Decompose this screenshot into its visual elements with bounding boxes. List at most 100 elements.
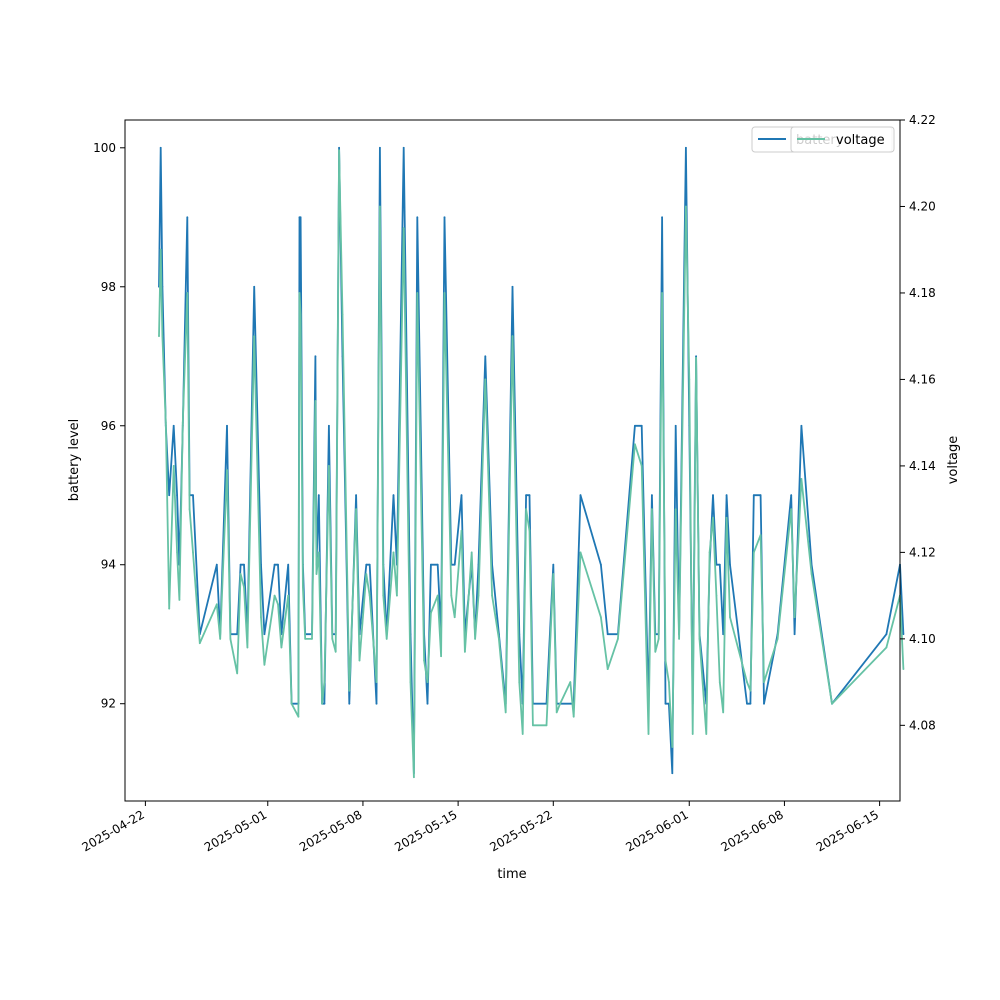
data-point-battery: [338, 146, 340, 149]
data-point-voltage: [368, 594, 371, 597]
data-point-voltage: [477, 594, 480, 597]
data-point-battery: [239, 563, 242, 566]
data-point-battery: [317, 494, 320, 497]
data-point-voltage: [409, 681, 412, 683]
data-point-voltage: [651, 508, 653, 510]
data-point-voltage: [708, 551, 711, 554]
series-layer: [158, 146, 905, 779]
y-axis-left-label: battery level: [67, 419, 82, 502]
data-point-voltage: [219, 638, 222, 640]
x-tick-label: 2025-05-08: [297, 807, 364, 854]
data-point-voltage: [545, 724, 548, 727]
data-point-battery: [176, 494, 179, 497]
data-point-voltage: [402, 227, 405, 230]
data-point-voltage: [460, 529, 463, 532]
data-point-battery: [215, 563, 218, 566]
data-point-voltage: [532, 724, 534, 727]
data-point-voltage: [579, 551, 582, 554]
data-point-battery: [484, 355, 487, 358]
data-point-battery: [460, 494, 463, 497]
data-point-voltage: [172, 465, 175, 467]
data-point-voltage: [793, 616, 796, 619]
data-point-voltage: [253, 335, 256, 338]
data-point-battery: [661, 216, 663, 219]
data-point-battery: [729, 563, 731, 566]
data-point-battery: [430, 563, 432, 566]
data-point-voltage: [215, 603, 218, 606]
data-point-voltage: [752, 551, 755, 554]
data-point-voltage: [800, 478, 803, 480]
data-point-voltage: [511, 335, 514, 338]
data-point-voltage: [341, 313, 344, 316]
data-point-battery: [299, 216, 302, 219]
data-point-battery: [168, 494, 171, 497]
data-point-voltage: [691, 733, 694, 735]
data-point-battery: [402, 146, 405, 149]
data-point-voltage: [661, 292, 663, 294]
data-point-voltage: [315, 573, 318, 575]
data-point-voltage: [440, 655, 442, 658]
data-point-voltage: [280, 646, 283, 649]
data-point-voltage: [647, 733, 650, 735]
y-left-tick-label: 94: [101, 558, 116, 572]
data-point-voltage: [640, 465, 643, 467]
data-point-voltage: [678, 638, 680, 640]
data-point-voltage: [790, 508, 793, 510]
y-right-tick-label: 4.10: [909, 632, 936, 646]
data-point-voltage: [243, 586, 245, 588]
y-right-tick-label: 4.18: [909, 286, 936, 300]
data-point-voltage: [525, 508, 527, 510]
y-right-tick-label: 4.14: [909, 459, 936, 473]
data-point-voltage: [470, 551, 473, 554]
data-point-battery: [569, 702, 572, 705]
data-point-battery: [685, 146, 687, 149]
data-point-voltage: [705, 733, 708, 735]
y-left-tick-label: 96: [101, 419, 116, 433]
data-point-battery: [746, 702, 748, 705]
data-point-battery: [263, 633, 266, 636]
data-point-battery: [436, 563, 439, 566]
y-right-tick-label: 4.12: [909, 545, 936, 559]
data-point-voltage: [698, 638, 701, 640]
data-point-battery: [287, 563, 290, 566]
data-point-battery: [453, 563, 456, 566]
data-point-voltage: [302, 586, 304, 588]
y-axis-right: 4.08 4.10 4.12 4.14 4.16 4.18 4.20 4.22: [900, 113, 936, 732]
data-point-voltage: [725, 516, 728, 519]
data-point-battery: [606, 633, 609, 636]
data-point-battery: [793, 633, 796, 636]
data-point-battery: [186, 216, 189, 219]
data-point-voltage: [304, 638, 307, 640]
legend-box-voltage: [790, 126, 895, 153]
data-point-battery: [759, 494, 762, 497]
data-point-battery: [722, 633, 725, 636]
data-point-battery: [752, 494, 755, 497]
data-point-voltage: [198, 642, 201, 645]
data-point-voltage: [657, 638, 660, 640]
y-axis-left: 92 94 96 98 100: [93, 141, 125, 711]
data-point-battery: [763, 702, 765, 705]
data-point-battery: [664, 702, 667, 705]
data-point-battery: [159, 146, 162, 149]
data-point-voltage: [181, 421, 184, 424]
data-point-voltage: [763, 681, 765, 683]
data-point-voltage: [600, 616, 602, 619]
data-point-voltage: [521, 733, 524, 735]
data-point-battery: [651, 494, 653, 497]
data-point-battery: [600, 563, 602, 566]
data-point-voltage: [158, 335, 160, 338]
x-tick-label: 2025-06-01: [623, 807, 690, 854]
data-point-battery: [328, 424, 330, 427]
data-point-voltage: [810, 573, 813, 575]
data-point-voltage: [168, 607, 171, 610]
data-point-voltage: [831, 702, 833, 705]
data-point-voltage: [290, 702, 293, 705]
data-point-battery: [355, 494, 357, 497]
data-point-voltage: [311, 638, 313, 640]
data-point-battery: [671, 772, 674, 775]
data-point-battery: [528, 494, 531, 497]
data-point-voltage: [287, 594, 290, 597]
data-point-voltage: [664, 659, 667, 662]
y-right-tick-label: 4.16: [909, 372, 936, 386]
